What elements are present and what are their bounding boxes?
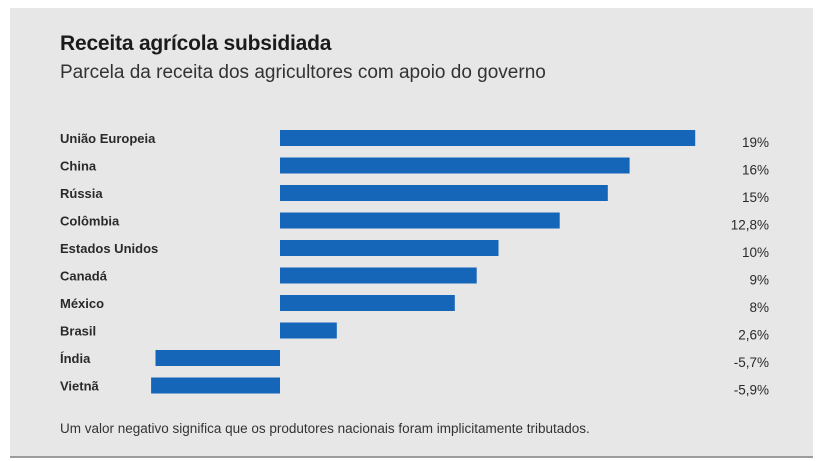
- value-label: 8%: [749, 300, 769, 315]
- bar: [280, 295, 455, 311]
- bar: [280, 130, 696, 146]
- chart-title: Receita agrícola subsidiada: [60, 32, 332, 55]
- bar: [155, 350, 280, 366]
- bar: [280, 185, 608, 201]
- bar: [280, 157, 630, 174]
- category-label: Índia: [60, 351, 91, 366]
- category-label: Canadá: [60, 269, 108, 284]
- value-label: 10%: [742, 245, 769, 260]
- value-label: 19%: [742, 135, 769, 150]
- category-label: Estados Unidos: [60, 241, 158, 256]
- category-label: China: [60, 159, 97, 174]
- bar: [151, 377, 280, 394]
- bar: [280, 212, 560, 229]
- value-label: 2,6%: [738, 328, 769, 343]
- bar-chart: União Europeia 19% China 16% Rússia 15% Colômb…: [60, 130, 769, 398]
- bar: [280, 240, 499, 256]
- category-label: Brasil: [60, 324, 96, 339]
- value-label: -5,7%: [734, 355, 769, 370]
- value-label: 15%: [742, 190, 769, 205]
- bar: [280, 322, 337, 339]
- category-label: México: [60, 296, 104, 311]
- chart-footnote: Um valor negativo significa que os produ…: [60, 421, 590, 436]
- category-label: Vietnã: [60, 379, 100, 394]
- value-label: 9%: [749, 273, 769, 288]
- value-label: -5,9%: [734, 383, 769, 398]
- category-label: Colômbia: [60, 214, 120, 229]
- value-label: 16%: [742, 163, 769, 178]
- chart-card: Receita agrícola subsidiada Parcela da r…: [10, 8, 813, 458]
- bar: [280, 267, 477, 284]
- category-label: Rússia: [60, 186, 103, 201]
- value-label: 12,8%: [731, 218, 769, 233]
- category-label: União Europeia: [60, 131, 156, 146]
- chart-subtitle: Parcela da receita dos agricultores com …: [60, 62, 546, 83]
